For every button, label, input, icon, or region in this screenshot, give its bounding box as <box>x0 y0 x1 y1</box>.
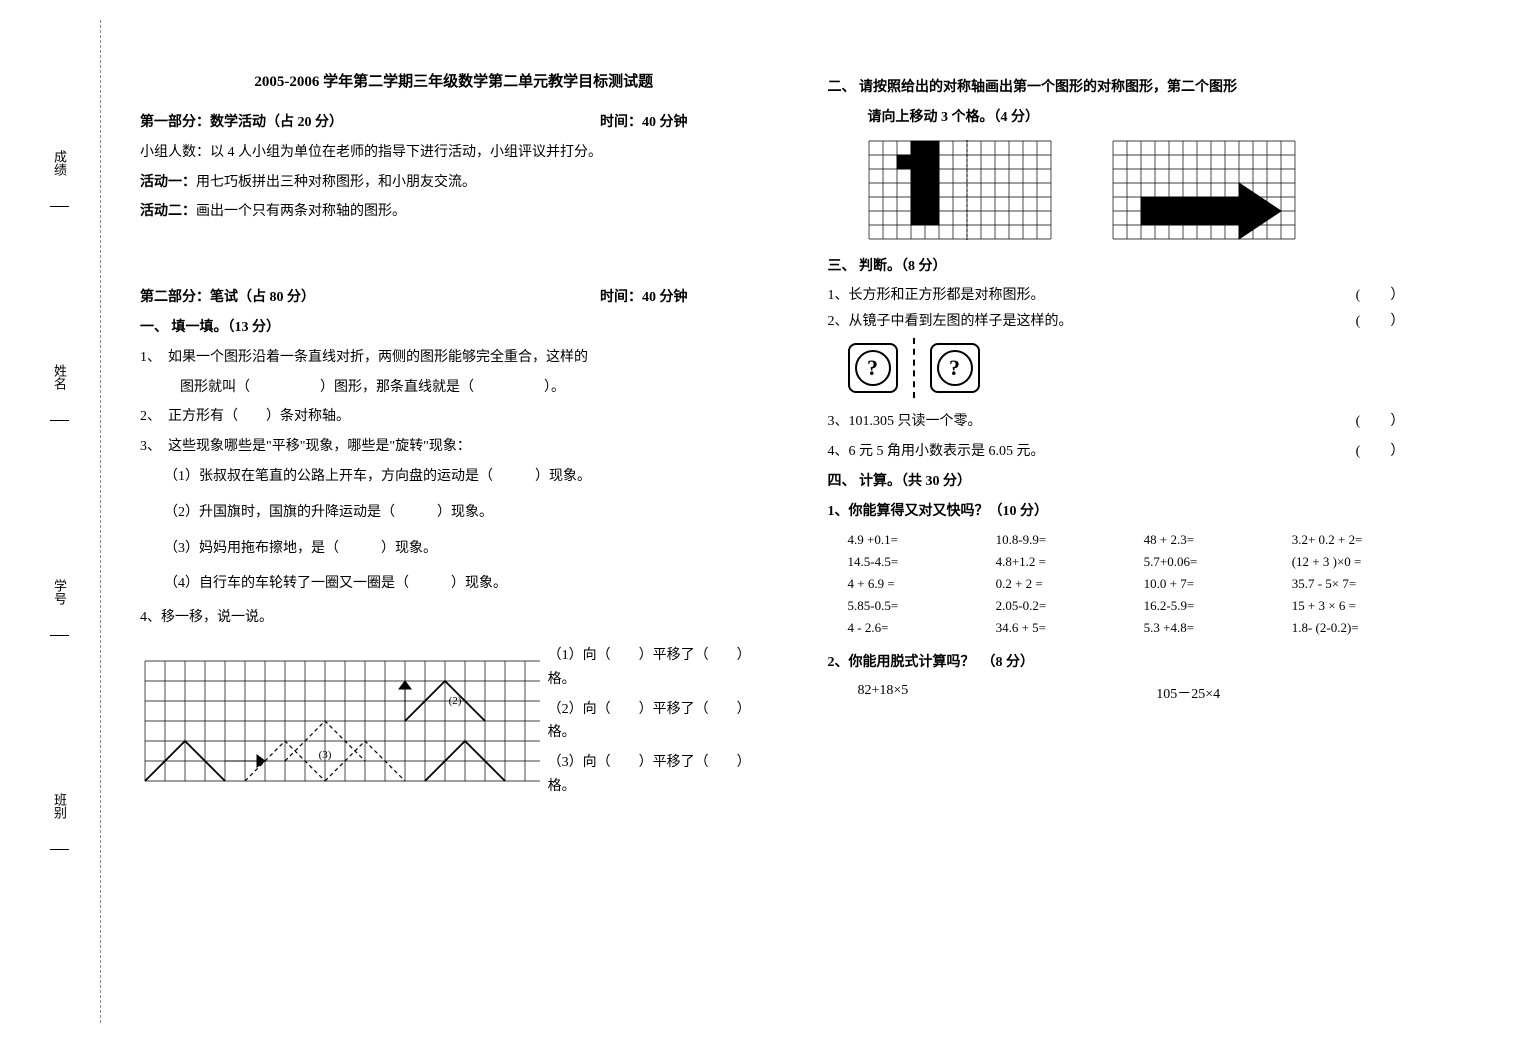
section2-title-cont: 请向上移动 3 个格。（4 分） <box>828 106 1456 130</box>
calc-cell: 1.8- (2-0.2)= <box>1292 620 1455 636</box>
calc-cell: 10.8-9.9= <box>996 532 1132 548</box>
calc-cell: 16.2-5.9= <box>1144 598 1280 614</box>
right-column: 二、 请按照给出的对称轴画出第一个图形的对称图形，第二个图形 请向上移动 3 个… <box>828 70 1456 805</box>
left-dashed-border <box>100 20 101 1023</box>
svg-text:(3): (3) <box>319 749 332 761</box>
s3-q2: 2、从镜子中看到左图的样子是这样的。 (） <box>828 310 1456 330</box>
s3-q3-paren: (） <box>1335 410 1455 430</box>
calc-cell: 48 + 2.3= <box>1144 532 1280 548</box>
calc2-2: 105－25×4 <box>1156 683 1455 703</box>
q4-diagram-row: (1) (3) (2) （1）向（ ）平移了（ ）格。 （2）向（ ）平移了（ ）格… <box>140 638 768 805</box>
q4-answers: （1）向（ ）平移了（ ）格。 （2）向（ ）平移了（ ）格。 （3）向（ ）平… <box>548 638 768 805</box>
section2-title: 二、 请按照给出的对称轴画出第一个图形的对称图形，第二个图形 <box>828 76 1456 100</box>
section3-title: 三、 判断。（8 分） <box>828 255 1456 279</box>
s1-q3-2: （2）升国旗时，国旗的升降运动是（ ）现象。 <box>140 501 768 525</box>
translation-grid <box>1112 140 1296 240</box>
name-label: 姓名 <box>50 364 69 421</box>
part2-time: 时间：40 分钟 <box>600 286 688 310</box>
calc-cell: 0.2 + 2 = <box>996 576 1132 592</box>
calc-cell: 2.05-0.2= <box>996 598 1132 614</box>
calc-cell: (12 + 3 )×0 = <box>1292 554 1455 570</box>
calc-cell: 4 - 2.6= <box>848 620 984 636</box>
class-label: 班别 <box>50 793 69 850</box>
s1-q3: 3、 这些现象哪些是"平移"现象，哪些是"旋转"现象： <box>140 435 768 459</box>
section4-sub2: 2、你能用脱式计算吗？ （8 分） <box>828 651 1456 675</box>
s3-q3: 3、101.305 只读一个零。 (） <box>828 410 1456 430</box>
activity1: 活动一：用七巧板拼出三种对称图形，和小朋友交流。 <box>140 171 768 195</box>
s3-q1: 1、长方形和正方形都是对称图形。 (） <box>828 284 1456 304</box>
s1-q4-1: （1）向（ ）平移了（ ）格。 <box>548 644 768 692</box>
student-id-label: 学号 <box>50 579 69 636</box>
calc-cell: 14.5-4.5= <box>848 554 984 570</box>
part1-label: 第一部分：数学活动（占 20 分） <box>140 111 343 135</box>
calc-cell: 4.8+1.2 = <box>996 554 1132 570</box>
calc2-1: 82+18×5 <box>858 683 1157 703</box>
calc-cell: 35.7 - 5× 7= <box>1292 576 1455 592</box>
s3-q1-paren: (） <box>1335 284 1455 304</box>
calc-row2: 82+18×5 105－25×4 <box>858 683 1456 703</box>
calc-cell: 34.6 + 5= <box>996 620 1132 636</box>
left-column: 2005-2006 学年第二学期三年级数学第二单元教学目标测试题 第一部分：数学… <box>140 70 768 805</box>
s1-q4-3: （3）向（ ）平移了（ ）格。 <box>548 751 768 799</box>
s3-q2-text: 2、从镜子中看到左图的样子是这样的。 <box>828 310 1336 330</box>
svg-text:(1): (1) <box>178 784 192 786</box>
calc-cell: 5.85-0.5= <box>848 598 984 614</box>
qmark-right-circle: ? <box>937 350 973 386</box>
calc-cell: 10.0 + 7= <box>1144 576 1280 592</box>
s3-q4: 4、6 元 5 角用小数表示是 6.05 元。 (） <box>828 440 1456 460</box>
s1-q4: 4、移一移，说一说。 <box>140 606 768 630</box>
section4-title: 四、 计算。（共 30 分） <box>828 470 1456 494</box>
activity1-label: 活动一： <box>140 175 196 190</box>
page-content: 2005-2006 学年第二学期三年级数学第二单元教学目标测试题 第一部分：数学… <box>0 0 1515 845</box>
s3-q1-text: 1、长方形和正方形都是对称图形。 <box>828 284 1336 304</box>
vertical-label-column: 成绩 姓名 学号 班别 <box>50 150 69 850</box>
calc-cell: 5.7+0.06= <box>1144 554 1280 570</box>
mirror-question-marks: ? ? <box>848 338 1456 398</box>
calc-cell: 5.3 +4.8= <box>1144 620 1280 636</box>
s1-q4-2: （2）向（ ）平移了（ ）格。 <box>548 698 768 746</box>
s3-q4-paren: (） <box>1335 440 1455 460</box>
calc-cell: 3.2+ 0.2 + 2= <box>1292 532 1455 548</box>
calc-cell: 4.9 +0.1= <box>848 532 984 548</box>
s1-q3-1: （1）张叔叔在笔直的公路上开车，方向盘的运动是（ ）现象。 <box>140 465 768 489</box>
s3-q2-paren: (） <box>1335 310 1455 330</box>
activity2: 活动二：画出一个只有两条对称轴的图形。 <box>140 200 768 224</box>
part2-label: 第二部分：笔试（占 80 分） <box>140 286 315 310</box>
part2-header: 第二部分：笔试（占 80 分） 时间：40 分钟 <box>140 286 768 310</box>
activity2-text: 画出一个只有两条对称轴的图形。 <box>196 204 406 219</box>
exam-title: 2005-2006 学年第二学期三年级数学第二单元教学目标测试题 <box>140 70 768 91</box>
activity2-label: 活动二： <box>140 204 196 219</box>
s1-q3-3: （3）妈妈用拖布擦地，是（ ）现象。 <box>140 537 768 561</box>
group-info: 小组人数：以 4 人小组为单位在老师的指导下进行活动，小组评议并打分。 <box>140 141 768 165</box>
calc-cell: 4 + 6.9 = <box>848 576 984 592</box>
s1-q2: 2、 正方形有（ ）条对称轴。 <box>140 405 768 429</box>
calc-grid: 4.9 +0.1= 10.8-9.9= 48 + 2.3= 3.2+ 0.2 + 2=… <box>848 532 1456 636</box>
svg-text:(2): (2) <box>449 695 462 707</box>
s3-q3-text: 3、101.305 只读一个零。 <box>828 410 1336 430</box>
qmark-right: ? <box>930 343 980 393</box>
section4-sub1: 1、你能算得又对又快吗？（10 分） <box>828 500 1456 524</box>
s1-q1: 1、 如果一个图形沿着一条直线对折，两侧的图形能够完全重合，这样的 <box>140 346 768 370</box>
translation-diagram: (1) (3) (2) <box>140 656 540 786</box>
section1-title: 一、 填一填。（13 分） <box>140 316 768 340</box>
activity1-text: 用七巧板拼出三种对称图形，和小朋友交流。 <box>196 175 476 190</box>
symmetry-grid <box>868 140 1052 240</box>
mirror-dashed-line <box>913 338 915 398</box>
s1-q1-cont: 图形就叫（ ）图形，那条直线就是（ ）。 <box>140 376 768 400</box>
calc-cell: 15 + 3 × 6 = <box>1292 598 1455 614</box>
score-label: 成绩 <box>50 150 69 207</box>
s1-q3-4: （4）自行车的车轮转了一圈又一圈是（ ）现象。 <box>140 572 768 596</box>
qmark-left: ? <box>848 343 898 393</box>
part1-time: 时间：40 分钟 <box>600 111 688 135</box>
part1-header: 第一部分：数学活动（占 20 分） 时间：40 分钟 <box>140 111 768 135</box>
section2-grids <box>868 140 1456 240</box>
qmark-left-circle: ? <box>855 350 891 386</box>
s3-q4-text: 4、6 元 5 角用小数表示是 6.05 元。 <box>828 440 1336 460</box>
